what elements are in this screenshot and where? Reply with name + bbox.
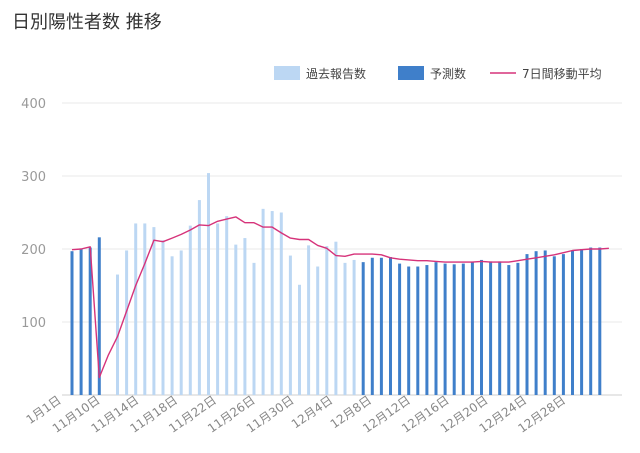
forecast-bar: [361, 262, 365, 395]
forecast-bar: [543, 250, 547, 395]
forecast-bar: [589, 247, 593, 395]
forecast-bar: [480, 259, 483, 395]
forecast-bar: [580, 249, 584, 395]
legend-label: 予測数: [430, 66, 466, 81]
forecast-bar: [389, 257, 392, 395]
past-report-bar: [179, 250, 183, 395]
past-report-bar: [279, 212, 283, 395]
forecast-bar: [571, 250, 574, 395]
past-report-bar: [161, 240, 165, 395]
past-report-bar: [134, 223, 138, 395]
past-report-bar: [261, 208, 265, 395]
forecast-bar: [97, 237, 101, 395]
forecast-bar: [434, 262, 438, 395]
legend-swatch: [274, 66, 300, 80]
past-report-bar: [307, 245, 311, 395]
forecast-bar: [370, 257, 374, 395]
past-report-bar: [197, 200, 201, 395]
forecast-bar: [79, 249, 83, 395]
past-report-bar: [325, 246, 329, 395]
past-report-bar: [152, 227, 156, 395]
forecast-bar: [88, 247, 92, 395]
past-report-bar: [243, 238, 247, 395]
forecast-bar: [443, 263, 447, 395]
moving-average-line: [71, 216, 609, 379]
past-report-bar: [234, 244, 238, 395]
past-report-bar: [270, 211, 274, 395]
forecast-bar: [425, 265, 429, 395]
past-report-bar: [343, 262, 347, 395]
forecast-bar: [452, 264, 456, 395]
forecast-bar: [525, 254, 529, 395]
past-report-bar: [316, 266, 320, 395]
forecast-bar: [398, 263, 402, 395]
past-report-bar: [225, 216, 229, 395]
past-report-bar: [207, 173, 210, 395]
forecast-bar: [489, 261, 493, 395]
forecast-bar: [70, 251, 74, 395]
forecast-bar: [507, 265, 511, 395]
past-report-bar: [298, 284, 301, 395]
x-tick-label: 12月4日: [289, 393, 335, 431]
forecast-bar: [416, 266, 420, 395]
past-report-bar: [288, 255, 292, 395]
y-tick-label: 200: [21, 243, 46, 258]
y-tick-label: 400: [21, 97, 46, 112]
past-report-bar: [143, 223, 147, 395]
page-title: 日別陽性者数 推移: [12, 12, 162, 33]
forecast-bar: [498, 261, 502, 395]
past-report-bar: [170, 256, 174, 395]
past-report-bar: [334, 241, 338, 395]
forecast-bar: [534, 251, 538, 395]
forecast-bar: [379, 257, 383, 395]
past-report-bar: [252, 262, 256, 395]
past-report-bar: [125, 250, 129, 395]
forecast-bar: [461, 263, 465, 395]
forecast-bar: [407, 266, 411, 395]
forecast-bar: [470, 262, 474, 395]
legend-label: 7日間移動平均: [522, 67, 602, 81]
past-report-bar: [188, 225, 192, 395]
forecast-bar: [561, 254, 565, 395]
forecast-bar: [516, 262, 520, 395]
y-tick-label: 100: [21, 316, 46, 331]
forecast-bar: [598, 247, 602, 395]
y-tick-label: 300: [21, 170, 46, 185]
legend-swatch: [398, 66, 424, 80]
past-report-bar: [216, 223, 220, 395]
past-report-bar: [352, 259, 356, 395]
forecast-bar: [552, 256, 556, 395]
legend-label: 過去報告数: [306, 66, 366, 81]
